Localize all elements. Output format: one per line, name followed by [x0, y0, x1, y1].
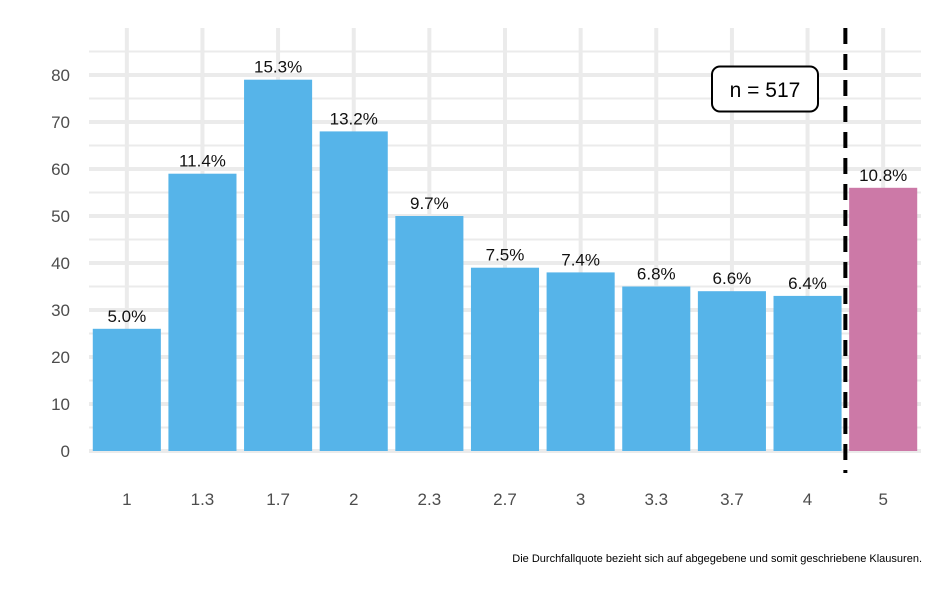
data-label: 7.4%	[561, 250, 600, 269]
bar-3.7	[697, 291, 766, 451]
x-tick-label: 1.7	[266, 490, 290, 509]
data-label: 6.6%	[713, 269, 752, 288]
y-tick-label: 30	[51, 301, 70, 320]
data-label: 6.4%	[788, 274, 827, 293]
bar-1.3	[168, 173, 237, 451]
annotation-text: n = 517	[730, 79, 801, 102]
x-tick-label: 3	[576, 490, 585, 509]
data-label: 13.2%	[330, 109, 378, 128]
y-tick-label: 50	[51, 207, 70, 226]
x-tick-label: 5	[878, 490, 887, 509]
x-tick-label: 3.3	[644, 490, 668, 509]
data-label: 10.8%	[859, 166, 907, 185]
x-tick-label: 3.7	[720, 490, 744, 509]
x-tick-label: 2.7	[493, 490, 517, 509]
data-labels: 5.0% 11.4% 15.3% 13.2% 9.7% 7.5% 7.4% 6.8% 6.6% 6…	[107, 58, 907, 326]
data-label: 11.4%	[179, 152, 226, 171]
y-tick-label: 20	[51, 348, 70, 367]
bar-1	[92, 328, 161, 451]
y-tick-label: 70	[51, 113, 70, 132]
x-tick-label: 2	[349, 490, 358, 509]
overlay: n = 517	[711, 28, 848, 473]
bar-3	[546, 272, 615, 451]
x-tick-label: 4	[803, 490, 812, 509]
x-tick-label: 1.3	[191, 490, 215, 509]
y-tick-label: 0	[61, 442, 70, 461]
data-label: 6.8%	[637, 265, 676, 284]
x-tick-label: 2.3	[418, 490, 442, 509]
data-label: 15.3%	[254, 58, 302, 77]
y-tick-label: 80	[51, 66, 70, 85]
bar-3.3	[622, 286, 691, 451]
bar-2.3	[395, 216, 464, 451]
data-label: 5.0%	[107, 307, 146, 326]
y-axis: 0 10 20 30 40 50 60 70 80	[51, 66, 70, 461]
data-label: 7.5%	[486, 246, 525, 265]
annotation-box	[711, 65, 819, 113]
data-label: 9.7%	[410, 194, 449, 213]
y-tick-label: 10	[51, 395, 70, 414]
bar-2	[319, 131, 388, 451]
y-tick-label: 40	[51, 254, 70, 273]
x-tick-label: 1	[122, 490, 131, 509]
bars	[92, 79, 918, 452]
bar-5	[849, 187, 918, 452]
bar-1.7	[244, 79, 313, 451]
x-axis: 1 1.3 1.7 2 2.3 2.7 3 3.3 3.7 4 5	[122, 490, 888, 509]
bar-4	[773, 295, 842, 451]
bar-2.7	[470, 267, 540, 451]
chart-caption: Die Durchfallquote bezieht sich auf abge…	[512, 553, 922, 565]
y-tick-label: 60	[51, 160, 70, 179]
